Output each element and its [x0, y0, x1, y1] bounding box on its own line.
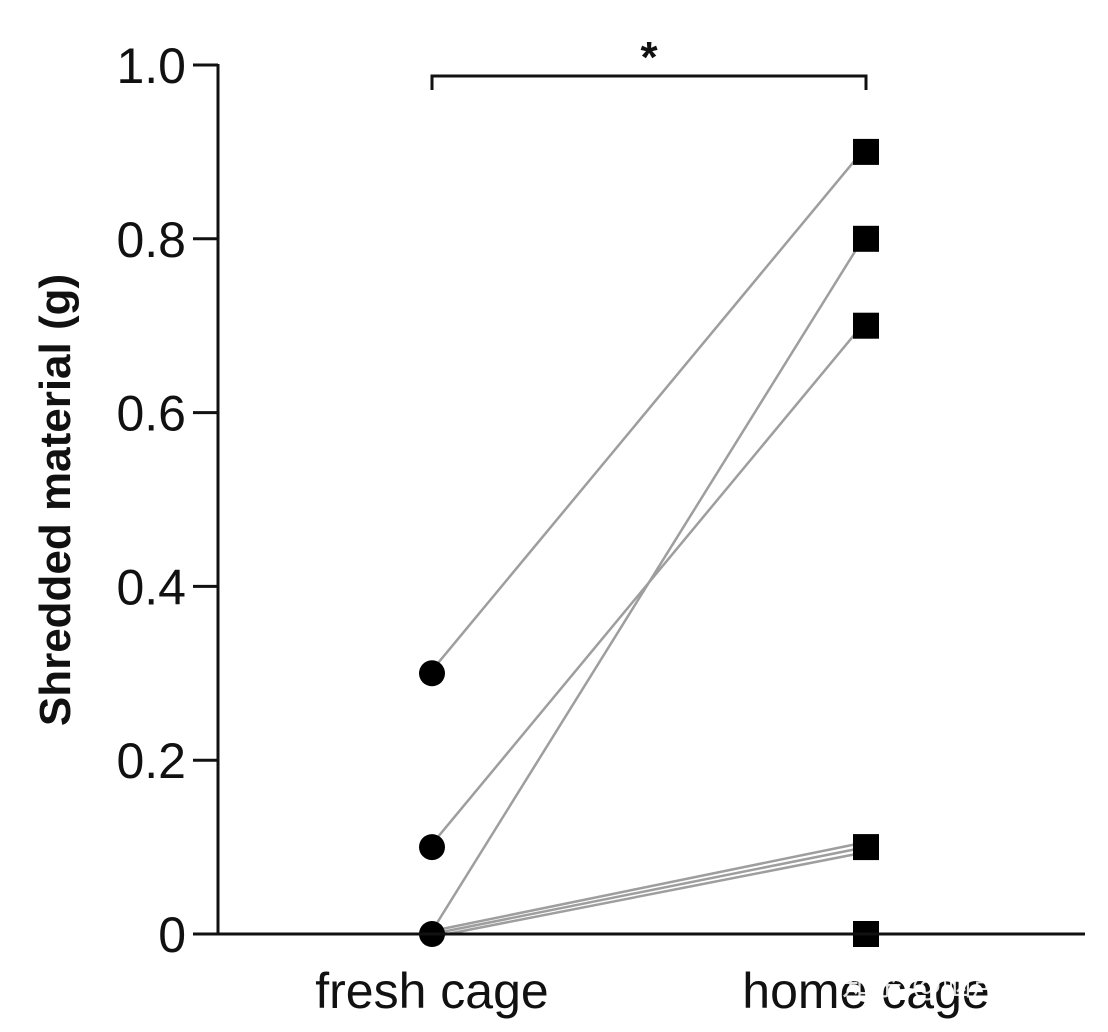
- pair-line: [431, 840, 867, 933]
- home-cage-point: [853, 834, 879, 861]
- x-category-label: home cage: [742, 963, 989, 1019]
- pair-line: [430, 233, 868, 932]
- y-tick-label: 0.4: [116, 559, 186, 615]
- axes: 0 0.2 0.4 0.6 0.8 1.0 fresh cage home cage: [116, 38, 1085, 1019]
- home-cage-point: [853, 138, 879, 165]
- y-tick-label: 0.6: [116, 386, 186, 442]
- watermark: 知乎 @脑声常谈: [842, 968, 1062, 1003]
- fresh-cage-point: [419, 834, 445, 861]
- fresh-cage-point: [419, 660, 445, 687]
- pair-lines: [430, 146, 868, 939]
- pair-line: [431, 845, 867, 936]
- y-tick-label: 1.0: [116, 38, 186, 94]
- home-cage-point: [853, 312, 879, 339]
- pair-line: [431, 146, 867, 672]
- bracket-line: [430, 74, 868, 90]
- y-tick-label: 0.2: [116, 733, 186, 789]
- y-tick-label: 0: [158, 907, 186, 963]
- significance-bracket: *: [430, 33, 868, 90]
- data-markers: [419, 138, 879, 947]
- y-tick-label: 0.8: [116, 212, 186, 268]
- significance-star: *: [640, 33, 658, 82]
- x-category-label: fresh cage: [315, 963, 548, 1019]
- y-axis-title: Shredded material (g): [31, 274, 80, 726]
- pair-line: [431, 850, 867, 939]
- home-cage-point: [853, 225, 879, 252]
